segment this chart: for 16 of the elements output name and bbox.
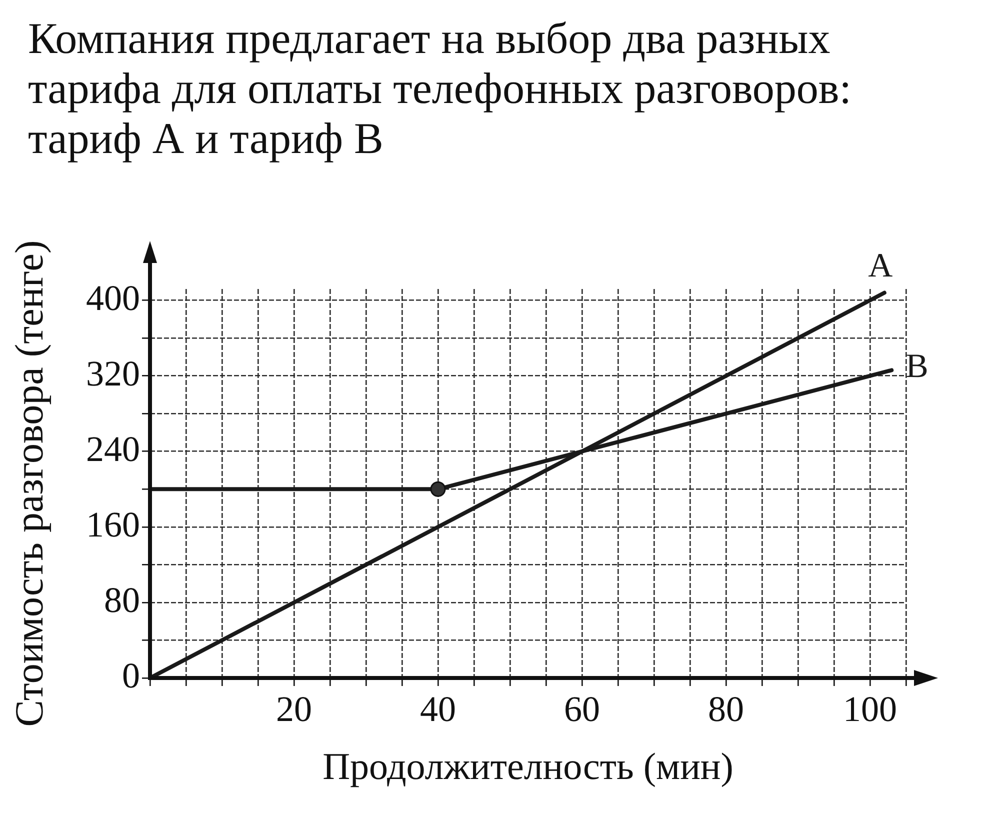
y-tick-label: 400: [86, 278, 140, 318]
x-tick-label: 80: [708, 689, 744, 730]
y-axis-title: Стоимость разговора (тенге): [6, 240, 52, 727]
series-label: A: [868, 248, 894, 285]
y-tick-label: 160: [86, 504, 140, 544]
series-label: B: [906, 348, 928, 386]
x-tick-label: 20: [276, 689, 312, 730]
x-tick-label: 100: [843, 689, 897, 730]
chart-title: Компания предлагает на выбор два разных тарифа для оплаты телефонных разговоров: тариф А и тариф В: [28, 14, 852, 164]
y-tick-label: 80: [104, 580, 140, 620]
y-tick-label: 240: [86, 428, 140, 469]
y-tick-label: 0: [122, 655, 140, 696]
y-tick-label: 320: [86, 353, 140, 394]
x-axis-title: Продолжителность (мин): [322, 746, 734, 788]
x-tick-label: 40: [420, 689, 456, 730]
x-tick-label: 60: [564, 689, 600, 730]
